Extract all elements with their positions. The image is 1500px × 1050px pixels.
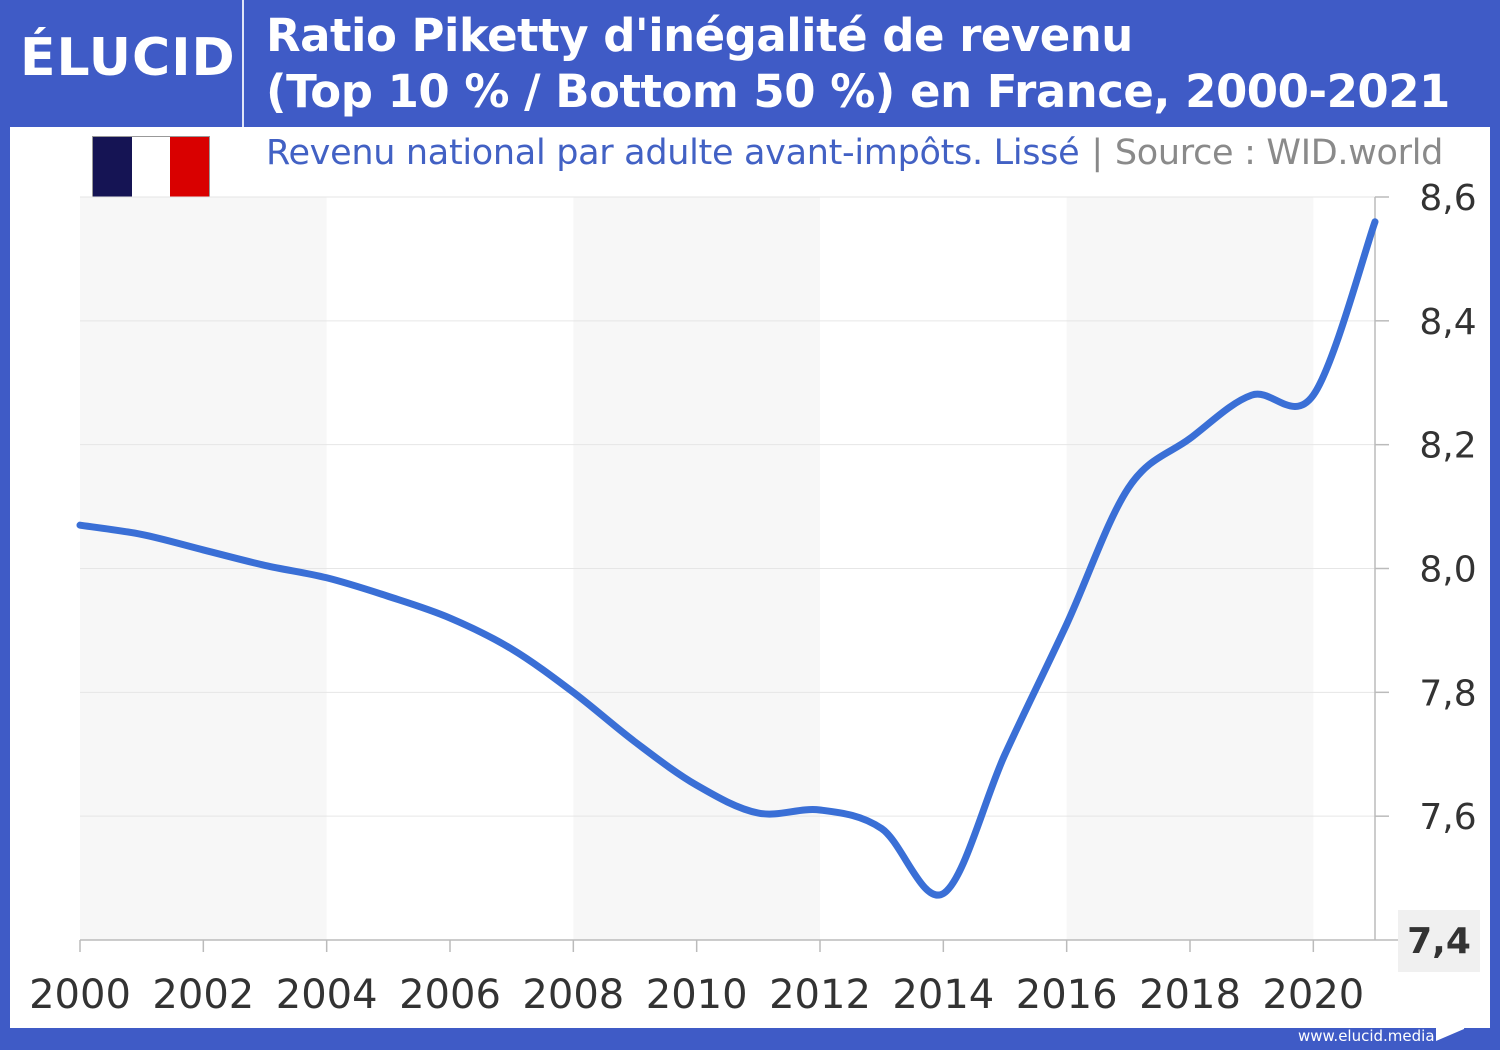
y-tick-label: 7,6: [1419, 797, 1476, 838]
header: ÉLUCID Ratio Piketty d'inégalité de reve…: [0, 0, 1500, 127]
y-tick-label: 8,4: [1419, 302, 1476, 343]
y-tick-label: 8,0: [1419, 550, 1476, 591]
x-tick-label: 2008: [522, 972, 624, 1018]
y-tick-label: 8,2: [1419, 426, 1476, 467]
x-tick-label: 2006: [399, 972, 501, 1018]
elucid-logo: ÉLUCID: [20, 28, 236, 88]
elucid-arrow-icon: [1436, 1017, 1466, 1041]
subtitle-text: Revenu national par adulte avant-impôts.…: [266, 133, 1080, 173]
x-tick-label: 2020: [1262, 972, 1364, 1018]
y-tick-label: 8,6: [1419, 178, 1476, 219]
tick-labels: 7,4 7,6 7,8 8,0 8,2 8,4 8,6 2000 2002 2004 2006 200…: [29, 178, 1480, 1018]
gridlines: [80, 196, 1389, 817]
x-tick-label: 2012: [769, 972, 871, 1018]
series-line: [76, 218, 1379, 899]
y-min-label-bg: [1398, 910, 1480, 972]
y-tick-label: 7,4: [1407, 921, 1471, 962]
title-line-1: Ratio Piketty d'inégalité de revenu: [266, 9, 1133, 62]
axes: [79, 196, 1415, 952]
x-tick-label: 2016: [1016, 972, 1118, 1018]
x-tick-label: 2014: [892, 972, 994, 1018]
header-divider: [242, 0, 244, 127]
x-tick-label: 2002: [152, 972, 254, 1018]
x-tick-label: 2018: [1139, 972, 1241, 1018]
source-text: Source : WID.world: [1114, 133, 1444, 173]
x-tick-label: 2004: [276, 972, 378, 1018]
chart-title: Ratio Piketty d'inégalité de revenu (Top…: [266, 8, 1450, 120]
x-tick-label: 2010: [646, 972, 748, 1018]
x-tick-label: 2000: [29, 972, 131, 1018]
footer-url[interactable]: www.elucid.media: [1298, 1027, 1435, 1045]
subtitle-separator: |: [1091, 133, 1103, 173]
title-line-2: (Top 10 % / Bottom 50 %) en France, 2000…: [266, 65, 1450, 118]
chart-subtitle: Revenu national par adulte avant-impôts.…: [266, 133, 1443, 173]
y-tick-label: 7,8: [1419, 673, 1476, 714]
